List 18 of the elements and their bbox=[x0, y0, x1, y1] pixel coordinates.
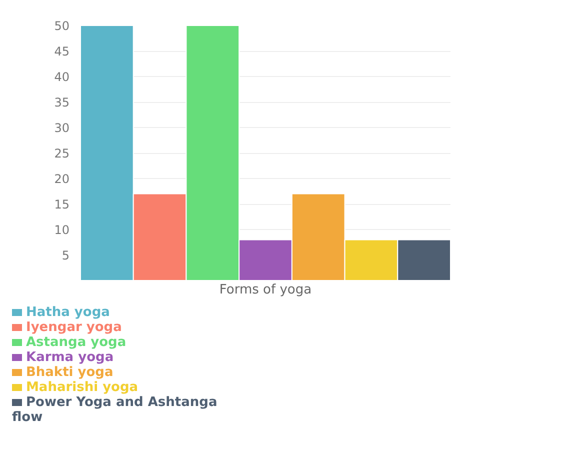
legend-label: Astanga yoga bbox=[26, 335, 126, 350]
y-tick-label: 10 bbox=[54, 223, 70, 237]
y-tick-label: 15 bbox=[54, 198, 70, 212]
legend-label: Maharishi yoga bbox=[26, 380, 138, 395]
legend-label: Bhakti yoga bbox=[26, 365, 114, 380]
y-tick-label: 35 bbox=[54, 96, 70, 110]
x-axis-title: Forms of yoga bbox=[219, 282, 312, 298]
y-tick-label: 30 bbox=[54, 121, 70, 135]
y-tick-label: 40 bbox=[54, 70, 70, 84]
legend-label: Power Yoga and Ashtanga flow bbox=[12, 395, 218, 425]
y-tick-label: 45 bbox=[54, 44, 70, 58]
legend-label: Karma yoga bbox=[26, 350, 114, 365]
y-tick-label: 20 bbox=[54, 172, 70, 186]
y-tick-label: 5 bbox=[62, 248, 70, 262]
legend-label: Hatha yoga bbox=[26, 305, 110, 320]
legend-label: Iyengar yoga bbox=[26, 320, 122, 335]
y-tick-label: 25 bbox=[54, 146, 70, 160]
y-tick-label: 50 bbox=[54, 19, 70, 33]
